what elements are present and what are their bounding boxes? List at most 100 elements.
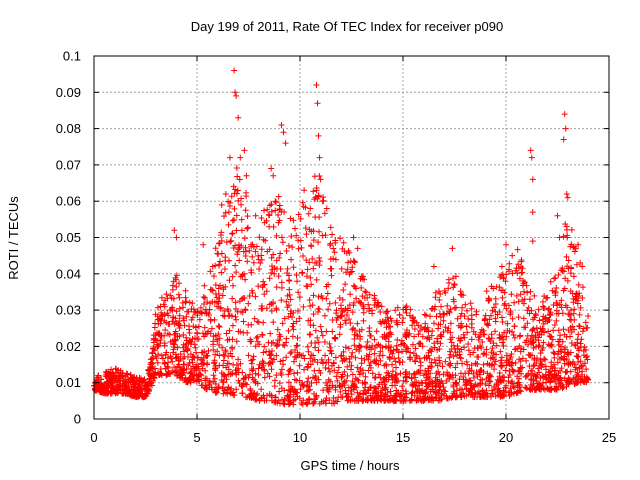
data-point	[307, 274, 314, 281]
data-point	[477, 380, 484, 387]
data-point	[244, 213, 251, 220]
data-point	[357, 390, 364, 397]
data-point	[526, 310, 533, 317]
data-point	[382, 374, 389, 381]
data-point	[550, 327, 557, 334]
data-point	[444, 327, 451, 334]
data-point	[173, 354, 180, 361]
data-point	[240, 248, 247, 255]
data-point	[261, 395, 268, 402]
data-point	[210, 360, 217, 367]
data-point	[437, 314, 444, 321]
data-point	[391, 355, 398, 362]
data-point	[346, 249, 353, 256]
data-point	[557, 348, 564, 355]
data-point	[490, 340, 497, 347]
data-point	[547, 379, 554, 386]
data-point	[221, 307, 228, 314]
data-point	[383, 310, 390, 317]
data-point	[431, 344, 438, 351]
data-point	[377, 374, 384, 381]
data-point	[496, 370, 503, 377]
data-point	[125, 378, 132, 385]
data-point	[461, 334, 468, 341]
data-point	[233, 212, 240, 219]
data-point	[532, 332, 539, 339]
data-point	[411, 392, 418, 399]
data-point	[217, 282, 224, 289]
data-point	[543, 295, 550, 302]
data-point	[358, 355, 365, 362]
data-point	[446, 280, 453, 287]
data-point	[349, 264, 356, 271]
data-point	[560, 383, 567, 390]
data-point	[332, 239, 339, 246]
data-point	[171, 227, 178, 234]
data-point	[227, 238, 234, 245]
data-point	[165, 359, 172, 366]
data-point	[181, 348, 188, 355]
data-point	[109, 378, 116, 385]
data-point	[267, 352, 274, 359]
data-point	[425, 397, 432, 404]
data-point	[309, 357, 316, 364]
data-point	[562, 302, 569, 309]
y-tick-label: 0.06	[56, 194, 81, 209]
data-point	[529, 367, 536, 374]
data-point	[545, 328, 552, 335]
data-point	[304, 378, 311, 385]
data-point	[515, 379, 522, 386]
data-point	[526, 363, 533, 370]
data-point	[321, 210, 328, 217]
data-point	[147, 356, 154, 363]
data-point	[564, 350, 571, 357]
data-point	[366, 328, 373, 335]
data-point	[307, 242, 314, 249]
data-point	[173, 234, 180, 241]
data-point	[304, 266, 311, 273]
data-point	[264, 206, 271, 213]
data-point	[430, 263, 437, 270]
data-point	[294, 335, 301, 342]
data-point	[303, 257, 310, 264]
data-point	[186, 330, 193, 337]
data-point	[423, 312, 430, 319]
data-point	[231, 67, 238, 74]
data-point	[484, 392, 491, 399]
data-point	[393, 371, 400, 378]
data-point	[357, 333, 364, 340]
data-point	[244, 329, 251, 336]
data-point	[231, 392, 238, 399]
data-point	[422, 377, 429, 384]
data-point	[266, 348, 273, 355]
data-point	[208, 286, 215, 293]
data-point	[566, 376, 573, 383]
data-point	[245, 321, 252, 328]
data-point	[222, 389, 229, 396]
data-point	[219, 292, 226, 299]
data-point	[289, 323, 296, 330]
data-point	[252, 212, 259, 219]
data-point	[229, 295, 236, 302]
data-point	[293, 342, 300, 349]
data-point	[297, 386, 304, 393]
data-point	[546, 305, 553, 312]
data-point	[220, 379, 227, 386]
data-point	[174, 364, 181, 371]
data-point	[249, 356, 256, 363]
data-point	[541, 386, 548, 393]
data-point	[275, 193, 282, 200]
data-point	[541, 355, 548, 362]
data-point	[468, 336, 475, 343]
data-point	[432, 303, 439, 310]
data-point	[218, 269, 225, 276]
data-point	[186, 377, 193, 384]
data-point	[123, 370, 130, 377]
data-point	[521, 279, 528, 286]
data-point	[340, 348, 347, 355]
data-point	[325, 306, 332, 313]
data-point	[230, 389, 237, 396]
data-point	[577, 340, 584, 347]
data-point	[529, 209, 536, 216]
data-point	[367, 383, 374, 390]
